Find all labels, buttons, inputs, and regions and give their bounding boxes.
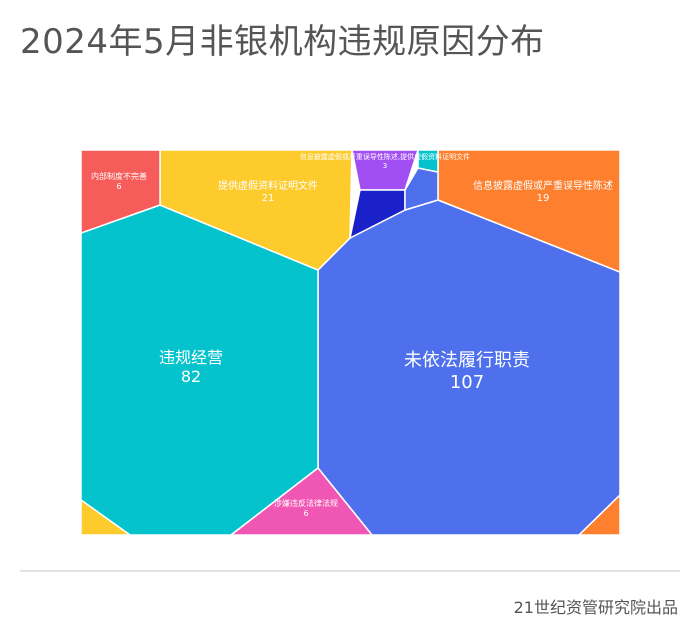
cell-label-2: 提供虚假资料证明文件 <box>218 179 318 192</box>
cell-value-5: 6 <box>303 509 308 518</box>
cell-unlabeled-8[interactable] <box>404 167 439 211</box>
cell-label-4: 内部制度不完善 <box>91 171 147 181</box>
cell-unlabeled-9[interactable] <box>417 150 439 173</box>
cell-value-4: 6 <box>116 182 121 191</box>
cell-5[interactable] <box>230 467 373 535</box>
divider <box>20 570 680 572</box>
cell-label-0: 未依法履行职责 <box>404 350 530 371</box>
cell-unlabeled-11[interactable] <box>578 494 620 535</box>
cell-value-1: 82 <box>181 367 201 386</box>
source-credit: 21世纪资管研究院出品 <box>513 598 678 617</box>
cell-value-6: 3 <box>383 162 387 170</box>
cell-label-1: 违规经营 <box>159 348 223 367</box>
cell-unlabeled-10[interactable] <box>81 499 131 535</box>
cell-label-6: 信息披露虚假或严重误导性陈述,提供虚假资料证明文件 <box>300 152 470 161</box>
page-title: 2024年5月非银机构违规原因分布 <box>20 22 545 62</box>
cell-value-3: 19 <box>537 193 550 204</box>
cell-label-5: 涉嫌违反法律法规 <box>274 498 338 508</box>
cell-label-3: 信息披露虚假或严重误导性陈述 <box>473 179 613 192</box>
cell-4[interactable] <box>81 150 161 234</box>
cell-value-0: 107 <box>450 372 484 393</box>
cell-value-2: 21 <box>262 193 275 204</box>
